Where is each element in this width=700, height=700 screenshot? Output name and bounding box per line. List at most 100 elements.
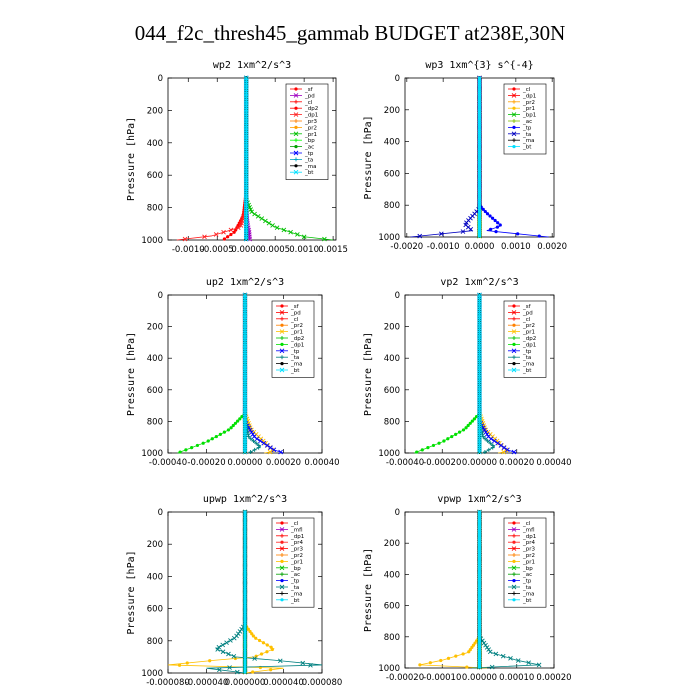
data-point (485, 212, 490, 216)
legend-marker (294, 87, 298, 91)
data-point (252, 447, 257, 452)
data-point (461, 428, 466, 432)
y-tick-label: 0 (158, 74, 163, 84)
x-tick-label: 0.0010 (501, 242, 531, 252)
y-axis-label: Pressure [hPa] (126, 550, 137, 634)
legend-label: _bp (304, 138, 315, 144)
x-tick-label: -0.00020 (187, 458, 225, 468)
legend: _cl_mfl_dp1_pr4_pr3_pr2_pr1_bp_ac_tp_ta_… (271, 517, 315, 608)
data-point (261, 641, 266, 645)
y-tick-label: 600 (147, 386, 163, 396)
legend-label: _cl (522, 87, 531, 93)
series-pr1 (167, 510, 284, 674)
legend-label: _pr4 (290, 540, 304, 546)
data-point (243, 670, 247, 674)
legend: _sf_pd_cl_pr2_pr1_dp2_dp1_tp_ta_ma_bt (503, 300, 547, 378)
data-point (493, 218, 497, 223)
x-tick-label: 0.00000 (462, 458, 497, 468)
y-tick-label: 400 (384, 570, 400, 580)
legend-label: _pr2 (290, 323, 303, 329)
legend-marker (294, 125, 298, 129)
legend-label: _tp (522, 125, 532, 131)
panel-title: up2 1xm^2/s^3 (206, 277, 284, 288)
data-point (322, 236, 327, 242)
panel-title: wp2 1xm^2/s^3 (213, 60, 291, 71)
legend-label: _pr1 (290, 330, 303, 336)
legend-label: _bt (522, 145, 532, 151)
data-point (229, 232, 233, 237)
y-tick-label: 1000 (141, 236, 163, 246)
data-point (190, 446, 194, 450)
legend-marker (512, 106, 516, 110)
legend-marker (512, 362, 516, 366)
legend-label: _tp (304, 151, 314, 157)
y-tick-label: 0 (395, 74, 400, 84)
legend-marker (294, 164, 298, 168)
legend-marker (293, 131, 299, 137)
legend-label: _ma (290, 362, 302, 368)
x-tick-label: -0.00010 (423, 673, 461, 683)
legend-label: _ta (522, 132, 531, 138)
legend-marker (294, 145, 298, 149)
panel-title: vp2 1xm^2/s^3 (440, 277, 518, 288)
data-point (426, 446, 430, 450)
legend-label: _sf (304, 87, 314, 93)
data-point (265, 643, 269, 647)
legend-label: _sf (290, 304, 300, 310)
data-point (224, 640, 229, 646)
y-axis-label: Pressure [hPa] (363, 332, 374, 416)
data-point (259, 216, 265, 221)
data-point (214, 434, 218, 439)
y-tick-label: 200 (384, 106, 400, 116)
legend-label: _ac (290, 572, 300, 578)
legend-label: _bp1 (522, 113, 536, 119)
y-tick-label: 800 (384, 417, 400, 427)
y-axis-label: Pressure [hPa] (126, 117, 137, 201)
data-point (259, 652, 264, 656)
data-point (221, 229, 226, 235)
legend-marker (280, 540, 284, 544)
legend-marker (293, 112, 299, 117)
legend-marker (294, 138, 298, 143)
legend-label: _cl (522, 317, 531, 323)
series-line (410, 78, 480, 238)
data-point (442, 439, 446, 443)
y-tick-label: 200 (384, 323, 400, 333)
legend-marker (280, 598, 284, 602)
legend-label: _dp1 (522, 342, 536, 348)
legend-marker (293, 169, 299, 175)
data-point (254, 636, 258, 640)
data-point (295, 232, 300, 237)
y-tick-label: 800 (147, 637, 163, 647)
data-point (496, 221, 500, 225)
series-line (177, 295, 246, 454)
x-tick-label: 0.00020 (499, 458, 534, 468)
legend-marker (280, 559, 284, 564)
y-tick-label: 600 (384, 386, 400, 396)
legend-box (285, 83, 329, 180)
data-point (274, 225, 280, 231)
y-tick-label: 800 (384, 201, 400, 211)
legend-label: _dp2 (290, 336, 304, 342)
x-tick-label: -0.000040 (185, 678, 229, 688)
y-tick-label: 400 (147, 572, 163, 582)
y-tick-label: 1000 (378, 233, 400, 243)
data-point (195, 443, 200, 448)
legend-marker (512, 145, 516, 149)
y-tick-label: 400 (384, 138, 400, 148)
data-point (257, 638, 262, 643)
legend-marker (280, 521, 284, 525)
legend-marker (280, 342, 284, 346)
data-point (185, 661, 189, 665)
legend-marker (512, 304, 516, 308)
data-point (457, 430, 462, 434)
y-tick-label: 200 (147, 540, 163, 550)
data-point (206, 439, 210, 443)
y-tick-label: 400 (147, 354, 163, 364)
legend-marker (294, 157, 298, 162)
x-tick-label: -0.00040 (149, 458, 187, 468)
data-point (218, 432, 222, 436)
